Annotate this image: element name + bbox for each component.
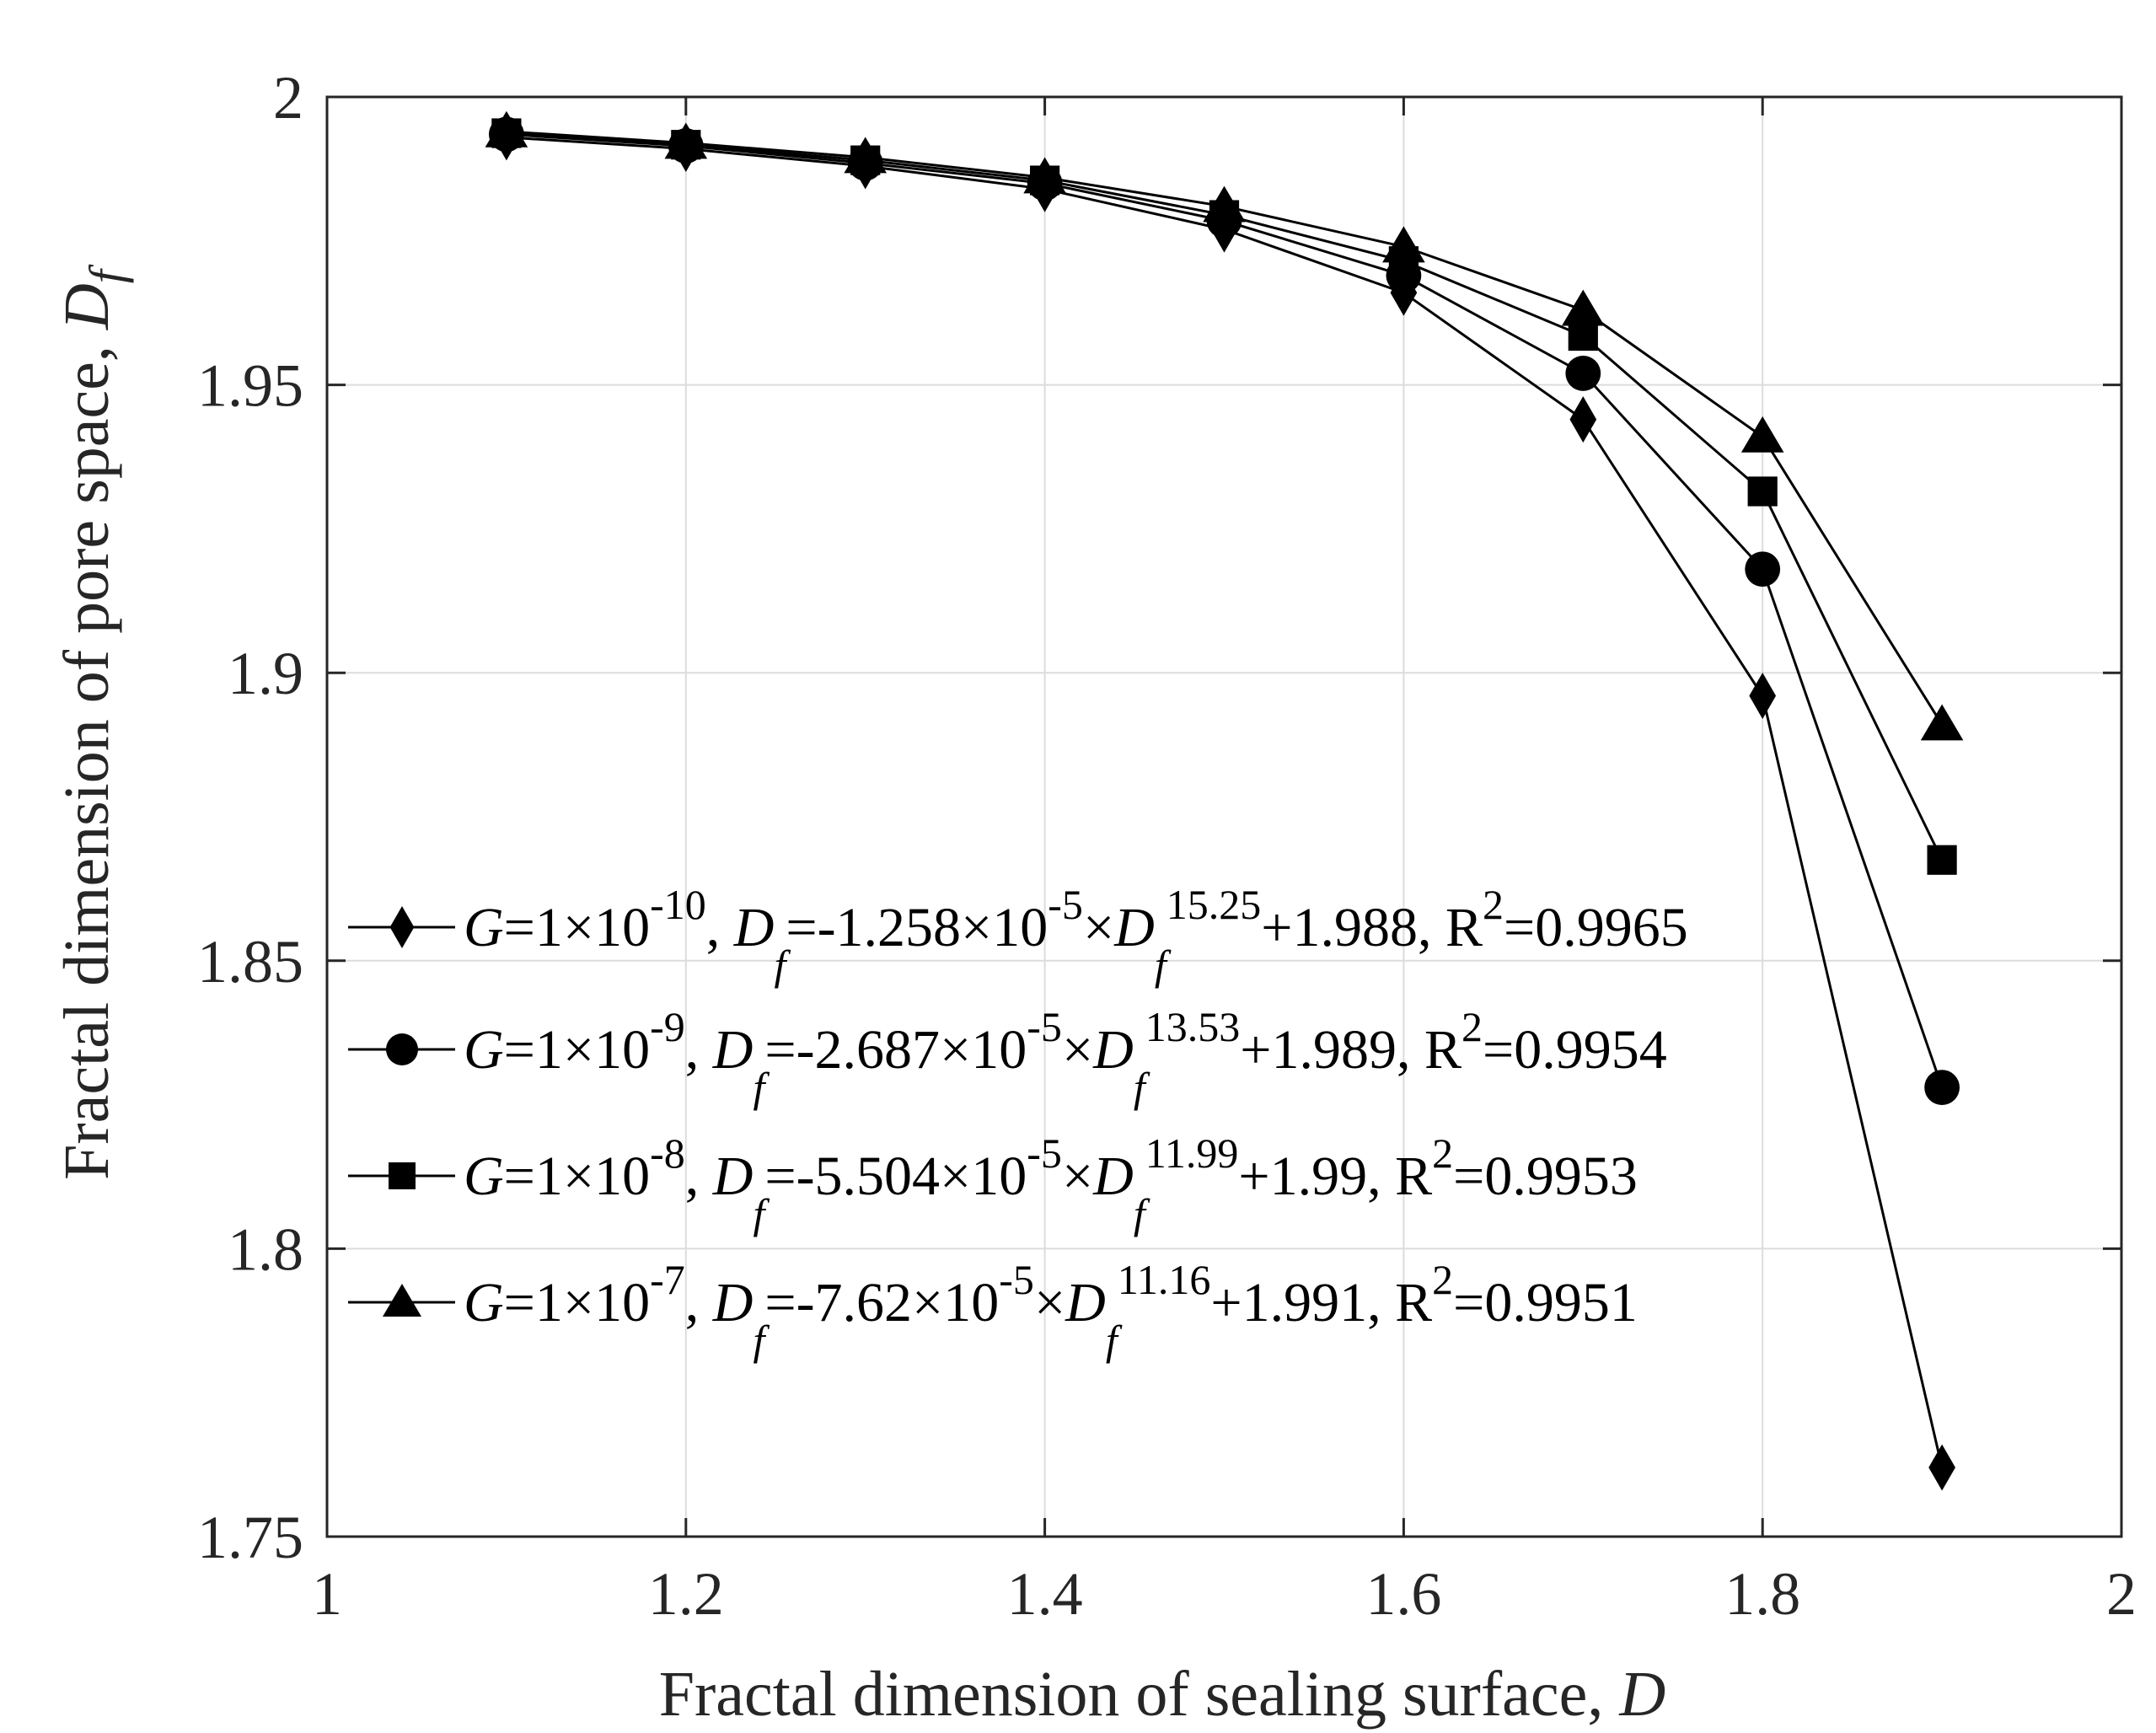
data-point-triangle <box>1023 157 1066 194</box>
x-tick-label: 1.4 <box>1007 1560 1083 1628</box>
series-layer <box>485 110 1964 1491</box>
y-tick-label: 2 <box>273 64 303 131</box>
data-point-diamond <box>1569 396 1597 443</box>
legend-label: G=1×10-8, Df=-5.504×10-5×Df11.99+1.99, R… <box>464 1129 1638 1237</box>
legend-marker-triangle <box>383 1284 421 1317</box>
x-axis-label: Fractal dimension of sealing surface, D <box>659 1659 1666 1730</box>
data-point-circle <box>1565 356 1601 391</box>
data-point-diamond <box>1928 1444 1955 1491</box>
data-point-triangle <box>1740 416 1784 453</box>
legend-marker-square <box>389 1162 416 1189</box>
data-point-square <box>1568 320 1598 351</box>
ticks: 1 1.2 1.4 1.6 1.8 2 1.75 1.8 1.85 1.9 1.95 2 <box>197 64 2137 1628</box>
series-square <box>491 118 1957 875</box>
x-tick-label: 2 <box>2106 1560 2137 1628</box>
data-point-triangle <box>664 122 708 159</box>
data-point-triangle <box>1203 185 1246 223</box>
x-tick-label: 1.8 <box>1724 1560 1800 1628</box>
legend-label: G=1×10-10, Df=-1.258×10-5×Df15.25+1.988,… <box>464 881 1688 989</box>
legend-label: G=1×10-9, Df=-2.687×10-5×Df13.53+1.989, … <box>464 1003 1667 1111</box>
data-point-triangle <box>1382 226 1425 263</box>
x-tick-label: 1 <box>312 1560 342 1628</box>
x-tick-label: 1.6 <box>1365 1560 1441 1628</box>
legend: G=1×10-10, Df=-1.258×10-5×Df15.25+1.988,… <box>348 881 1688 1364</box>
y-tick-label: 1.75 <box>197 1504 303 1571</box>
y-tick-label: 1.95 <box>197 352 303 420</box>
data-point-diamond <box>1749 673 1777 720</box>
data-point-square <box>1747 476 1778 507</box>
data-point-triangle <box>1920 704 1964 741</box>
data-point-circle <box>1924 1070 1960 1106</box>
legend-entry-circle: G=1×10-9, Df=-2.687×10-5×Df13.53+1.989, … <box>348 1003 1667 1111</box>
x-tick-label: 1.2 <box>648 1560 724 1628</box>
legend-marker-diamond <box>389 906 415 948</box>
data-point-triangle <box>485 110 528 148</box>
data-point-triangle <box>844 137 887 174</box>
series-triangle <box>485 110 1964 741</box>
axes <box>325 95 2123 1538</box>
y-tick-label: 1.8 <box>228 1215 303 1283</box>
y-axis-label: Fractal dimension of pore space, Df <box>51 264 134 1180</box>
data-point-square <box>1927 845 1957 875</box>
legend-entry-triangle: G=1×10-7, Df=-7.62×10-5×Df11.16+1.991, R… <box>348 1256 1638 1364</box>
y-tick-label: 1.9 <box>228 640 303 707</box>
data-point-triangle <box>1562 289 1605 326</box>
y-tick-label: 1.85 <box>197 928 303 995</box>
legend-entry-diamond: G=1×10-10, Df=-1.258×10-5×Df15.25+1.988,… <box>348 881 1688 989</box>
axes-box <box>325 95 2123 1538</box>
legend-marker-circle <box>386 1033 418 1065</box>
data-point-circle <box>1745 551 1781 588</box>
grid <box>327 97 2121 1537</box>
legend-entry-square: G=1×10-8, Df=-5.504×10-5×Df11.99+1.99, R… <box>348 1129 1638 1237</box>
legend-label: G=1×10-7, Df=-7.62×10-5×Df11.16+1.991, R… <box>464 1256 1638 1364</box>
